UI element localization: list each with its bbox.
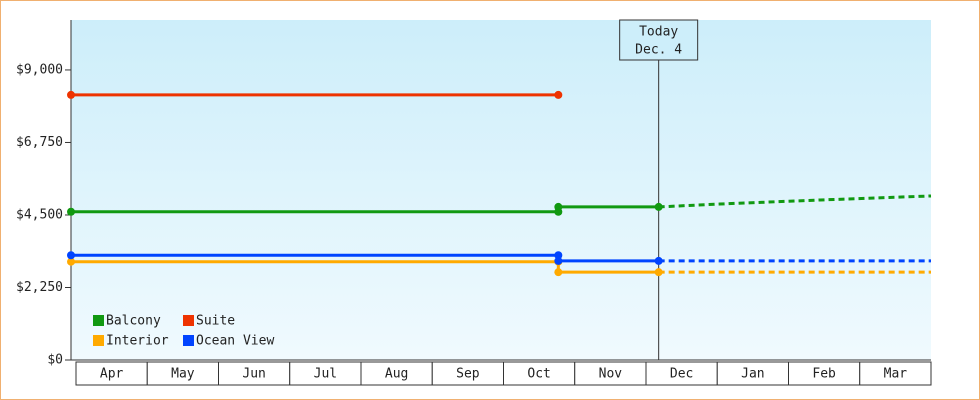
x-tick-label: Nov <box>599 367 623 382</box>
y-tick-label: $9,000 <box>16 62 63 77</box>
price-point <box>554 202 563 211</box>
price-point <box>554 256 563 265</box>
legend-label: Balcony <box>106 314 161 329</box>
x-tick-label: Sep <box>456 367 480 382</box>
legend-label: Suite <box>196 314 235 329</box>
price-point <box>654 202 663 211</box>
today-box <box>619 19 699 61</box>
price-point <box>554 90 563 99</box>
price-point <box>67 207 75 216</box>
plot-area <box>71 20 931 360</box>
price-line <box>71 260 659 274</box>
x-tick-label: Feb <box>812 367 836 382</box>
y-tick-label: $2,250 <box>16 280 63 295</box>
legend-swatch <box>93 335 104 346</box>
x-tick-label: Jun <box>242 367 265 382</box>
y-tick-label: $6,750 <box>16 135 63 150</box>
legend-swatch <box>183 335 194 346</box>
x-tick-label: Mar <box>884 367 908 382</box>
price-point <box>654 256 663 265</box>
legend-label: Ocean View <box>196 334 274 349</box>
month-box <box>859 361 932 386</box>
price-point <box>67 90 75 99</box>
x-tick-label: Aug <box>385 367 408 382</box>
price-point <box>654 268 663 277</box>
today-date: Dec. 4 <box>635 43 682 58</box>
y-tick-label: $4,500 <box>16 207 63 222</box>
x-tick-label: Dec <box>670 367 693 382</box>
price-point <box>67 257 75 266</box>
today-label: Today <box>639 25 678 40</box>
legend-label: Interior <box>106 334 169 349</box>
x-tick-label: Jul <box>314 367 337 382</box>
x-tick-label: Oct <box>527 367 550 382</box>
y-tick-label: $0 <box>47 353 63 368</box>
x-tick-label: Jan <box>741 367 764 382</box>
price-point <box>554 251 563 260</box>
x-tick-label: Apr <box>100 367 124 382</box>
legend-swatch <box>183 315 194 326</box>
x-tick-label: May <box>171 367 195 382</box>
legend-swatch <box>93 315 104 326</box>
forecast-line <box>658 194 932 209</box>
price-point <box>554 268 563 277</box>
price-point <box>67 251 75 260</box>
